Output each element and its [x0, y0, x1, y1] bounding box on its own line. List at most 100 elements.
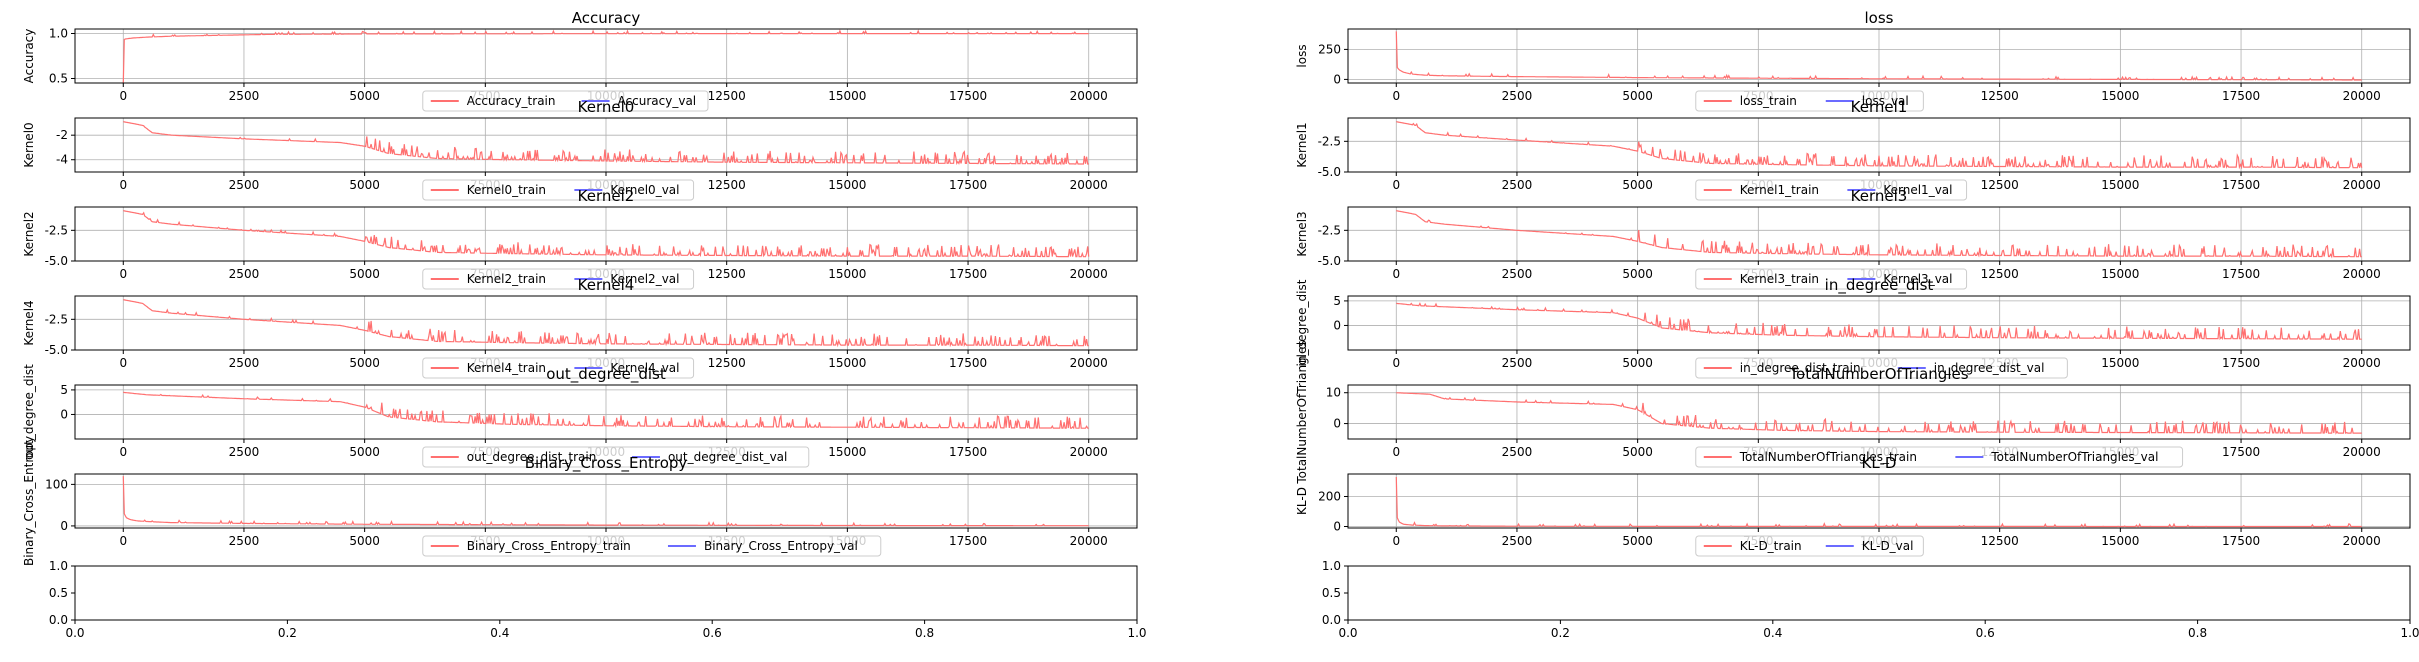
legend: TotalNumberOfTriangles_train TotalNumberO…	[1695, 446, 2184, 468]
x-tick-label: 12500	[708, 267, 746, 281]
legend-label-val: Kernel4_val	[610, 361, 679, 375]
y-tick-label: 0.5	[49, 586, 68, 600]
x-tick-label: 0.0	[65, 626, 84, 640]
x-tick-label: 2500	[1502, 534, 1533, 548]
x-tick-label: 17500	[2222, 534, 2260, 548]
x-tick-label: 20000	[2343, 267, 2381, 281]
x-tick-label: 0.0	[1338, 626, 1357, 640]
legend-label-train: Kernel4_train	[467, 361, 546, 375]
legend-label-train: in_degree_dist_train	[1740, 361, 1861, 375]
series-line-train	[1396, 121, 2363, 170]
legend-box	[422, 90, 709, 112]
y-axis-label: Kernel0	[22, 122, 36, 167]
legend-box	[422, 446, 810, 468]
legend-label-train: Kernel2_train	[467, 272, 546, 286]
x-tick-label: 15000	[2101, 267, 2139, 281]
x-tick-label: 5000	[1622, 89, 1653, 103]
legend: Accuracy_train Accuracy_val	[422, 90, 709, 112]
legend-label-val: Kernel2_val	[610, 272, 679, 286]
subplot-title: TotalNumberOfTriangles	[1788, 365, 1968, 383]
y-tick-label: -2.5	[45, 312, 68, 326]
x-tick-label: 2500	[229, 445, 260, 459]
x-tick-label: 20000	[1070, 178, 1108, 192]
x-tick-label: 17500	[949, 89, 987, 103]
subplot-title: out_degree_dist	[546, 365, 666, 384]
x-tick-label: 17500	[949, 534, 987, 548]
y-tick-label: 5	[60, 383, 68, 397]
legend: loss_train loss_val	[1695, 90, 1924, 112]
legend-box	[1695, 357, 2068, 379]
series-line-train	[1395, 476, 2362, 528]
x-tick-label: 15000	[828, 356, 866, 370]
legend: Binary_Cross_Entropy_train Binary_Cross_E…	[422, 535, 882, 557]
y-tick-label: 250	[1318, 42, 1341, 56]
legend-label-train: KL-D_train	[1740, 539, 1802, 553]
legend: Kernel0_train Kernel0_val	[422, 179, 695, 201]
y-tick-label: -4	[56, 153, 68, 167]
x-tick-label: 15000	[2101, 178, 2139, 192]
subplot-in-degree-dist: 0250050007500100001250015000175002000050…	[1295, 276, 2411, 379]
legend-label-val: Kernel0_val	[610, 183, 679, 197]
x-tick-label: 0.8	[915, 626, 934, 640]
y-tick-label: 5	[1333, 294, 1341, 308]
x-tick-label: 0.4	[1763, 626, 1782, 640]
x-tick-label: 0.8	[2188, 626, 2207, 640]
y-tick-label: 1.0	[49, 559, 68, 573]
y-tick-label: 0.5	[49, 72, 68, 86]
x-tick-label: 15000	[828, 267, 866, 281]
legend-label-val: TotalNumberOfTriangles_val	[1990, 450, 2158, 464]
series-line-train	[123, 391, 1089, 430]
x-tick-label: 12500	[1981, 89, 2019, 103]
axes-frame	[1347, 565, 2411, 621]
x-tick-label: 17500	[2222, 267, 2260, 281]
x-tick-label: 0	[119, 178, 127, 192]
legend: Kernel3_train Kernel3_val	[1695, 268, 1968, 290]
subplot-kernel4: 02500500075001000012500150001750020000-2…	[22, 276, 1138, 379]
series-line-train	[1396, 392, 2362, 435]
x-tick-label: 2500	[1502, 178, 1533, 192]
x-tick-label: 15000	[2101, 534, 2139, 548]
x-tick-label: 2500	[229, 534, 260, 548]
x-tick-label: 5000	[349, 89, 380, 103]
x-tick-label: 15000	[828, 89, 866, 103]
x-tick-label: 0	[119, 267, 127, 281]
y-axis-label: loss	[1295, 44, 1309, 67]
legend-box	[422, 357, 695, 379]
series-line-train	[122, 476, 1089, 527]
legend-box	[422, 268, 695, 290]
subplot-title: Kernel3	[1851, 187, 1908, 205]
legend-box	[1695, 535, 1924, 557]
legend-label-train: Kernel1_train	[1740, 183, 1819, 197]
y-tick-label: -2.5	[1318, 223, 1341, 237]
legend: out_degree_dist_train out_degree_dist_val	[422, 446, 810, 468]
subplot-kernel1: 02500500075001000012500150001750020000-2…	[1295, 98, 2411, 201]
y-axis-label: Kernel1	[1295, 122, 1309, 167]
subplot-title: Kernel2	[578, 187, 635, 205]
x-tick-label: 20000	[1070, 267, 1108, 281]
legend-box	[422, 179, 695, 201]
y-axis-label: out_degree_dist	[22, 364, 36, 460]
legend: Kernel4_train Kernel4_val	[422, 357, 695, 379]
legend-box	[1695, 90, 1924, 112]
x-tick-label: 2500	[1502, 445, 1533, 459]
legend-label-train: out_degree_dist_train	[467, 450, 597, 464]
subplot-accuracy: 025005000750010000125001500017500200000.…	[22, 9, 1138, 112]
y-tick-label: -5.0	[1318, 254, 1341, 268]
x-tick-label: 20000	[1070, 89, 1108, 103]
x-tick-label: 12500	[1981, 178, 2019, 192]
x-tick-label: 17500	[2222, 178, 2260, 192]
legend-label-val: KL-D_val	[1862, 539, 1914, 553]
x-tick-label: 5000	[1622, 267, 1653, 281]
x-tick-label: 12500	[708, 356, 746, 370]
x-tick-label: 5000	[1622, 445, 1653, 459]
subplot-title: KL-D	[1862, 454, 1897, 472]
y-tick-label: 0	[1333, 520, 1341, 534]
y-tick-label: 0	[60, 519, 68, 533]
subplot-empty-13: 0.0 0.2 0.4 0.6 0.8 1.0 0.0 0.5 1.0	[1322, 559, 2419, 640]
x-tick-label: 1.0	[2400, 626, 2419, 640]
y-axis-label: TotalNumberOfTriangles	[1295, 340, 1309, 484]
legend-label-train: Binary_Cross_Entropy_train	[467, 539, 631, 553]
x-tick-label: 17500	[2222, 356, 2260, 370]
x-tick-label: 0	[1392, 534, 1400, 548]
y-tick-label: 0	[1333, 417, 1341, 431]
